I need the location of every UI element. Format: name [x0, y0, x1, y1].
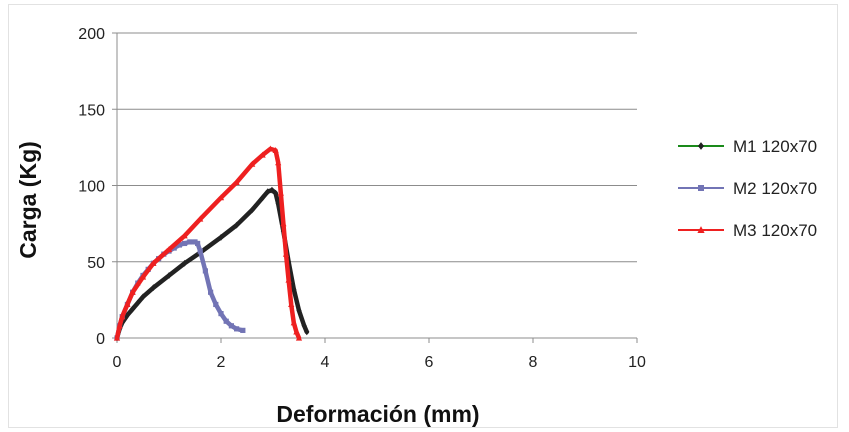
data-point-1-14 — [260, 194, 266, 202]
legend-item-3: M3 120x70 — [678, 221, 817, 240]
data-point-3-13 — [259, 151, 266, 158]
data-point-3-21 — [288, 301, 295, 308]
x-tick-label-2: 4 — [321, 354, 330, 371]
data-point-1-11 — [218, 233, 224, 241]
series-lines — [113, 145, 310, 342]
y-tick-label-2: 100 — [78, 179, 105, 196]
data-point-3-7 — [165, 246, 173, 253]
data-point-1-15 — [265, 188, 271, 195]
legend-marker-2 — [698, 185, 704, 191]
x-tick-labels: 0 2 4 6 8 10 — [113, 354, 646, 371]
data-point-3-19 — [282, 250, 290, 257]
x-tick-label-0: 0 — [113, 354, 122, 371]
data-point-3-2 — [119, 313, 126, 320]
y-tick-label-3: 150 — [78, 102, 105, 119]
data-point-1-12 — [234, 221, 240, 229]
y-tick-label-1: 50 — [87, 255, 105, 272]
data-point-3-12 — [249, 160, 256, 167]
data-point-1-17 — [273, 189, 279, 197]
series-line-3 — [114, 146, 302, 341]
data-point-3-5 — [139, 273, 147, 280]
data-point-1-21 — [291, 285, 297, 293]
data-point-3-22 — [290, 319, 297, 326]
y-tick-label-4: 200 — [78, 26, 105, 43]
legend-marker-1 — [698, 142, 704, 150]
legend-item-2: M2 120x70 — [678, 179, 817, 198]
data-point-2-13 — [176, 242, 182, 248]
legend-marker-3 — [697, 226, 705, 233]
legend: M1 120x70 M2 120x70 M3 120x70 — [678, 137, 817, 240]
axes — [112, 32, 638, 343]
data-point-1-24 — [304, 328, 310, 336]
data-point-1-5 — [135, 299, 141, 307]
data-point-2-22 — [218, 311, 224, 317]
data-point-3-18 — [280, 220, 287, 227]
data-point-2-15 — [187, 239, 193, 245]
data-point-2-12 — [171, 245, 177, 251]
data-point-3-1 — [116, 322, 123, 329]
data-point-3-17 — [277, 189, 284, 196]
legend-label-1: M1 120x70 — [733, 137, 817, 156]
data-point-2-24 — [228, 323, 234, 329]
legend-label-3: M3 120x70 — [733, 221, 817, 240]
x-tick-label-3: 6 — [425, 354, 434, 371]
data-point-2-23 — [223, 318, 229, 324]
y-tick-label-0: 0 — [96, 331, 105, 348]
chart-frame — [8, 4, 838, 428]
x-tick-label-1: 2 — [217, 354, 226, 371]
data-point-3-0 — [113, 334, 121, 341]
legend-label-2: M2 120x70 — [733, 179, 817, 198]
data-point-1-7 — [150, 284, 156, 292]
data-point-2-20 — [208, 289, 214, 295]
data-point-3-3 — [124, 301, 131, 308]
data-point-3-24 — [295, 334, 303, 341]
x-tick-label-5: 10 — [628, 354, 646, 371]
data-point-3-4 — [129, 288, 136, 295]
data-point-3-20 — [285, 276, 292, 283]
data-point-3-23 — [293, 328, 300, 335]
data-point-1-23 — [301, 322, 307, 330]
data-point-1-16 — [269, 186, 275, 194]
y-axis-label: Carga (Kg) — [15, 141, 41, 259]
data-point-1-22 — [296, 307, 302, 314]
data-point-2-18 — [197, 248, 203, 254]
x-axis-label: Deformación (mm) — [276, 401, 479, 427]
y-tick-labels: 0 50 100 150 200 — [78, 26, 105, 348]
data-point-3-15 — [272, 147, 279, 154]
data-point-3-11 — [233, 179, 240, 186]
data-point-3-10 — [217, 194, 225, 201]
data-point-2-25 — [234, 326, 240, 332]
data-point-1-13 — [249, 206, 255, 214]
data-point-1-8 — [166, 272, 172, 279]
data-point-2-14 — [182, 240, 188, 247]
series-line-1 — [114, 187, 310, 341]
data-point-1-3 — [124, 311, 130, 319]
data-point-3-9 — [197, 215, 204, 222]
data-point-2-21 — [213, 301, 219, 308]
data-point-1-4 — [130, 305, 136, 313]
data-point-1-6 — [140, 293, 146, 301]
series-3 — [113, 145, 303, 341]
data-point-3-14 — [267, 145, 274, 152]
data-point-2-19 — [202, 268, 208, 274]
data-point-1-9 — [182, 259, 188, 267]
legend-item-1: M1 120x70 — [678, 137, 817, 156]
data-point-3-16 — [275, 159, 282, 166]
data-point-2-17 — [195, 240, 201, 247]
x-tick-label-4: 8 — [529, 354, 538, 371]
data-point-3-6 — [150, 259, 157, 266]
data-point-2-26 — [240, 327, 246, 333]
data-point-3-8 — [181, 232, 188, 239]
